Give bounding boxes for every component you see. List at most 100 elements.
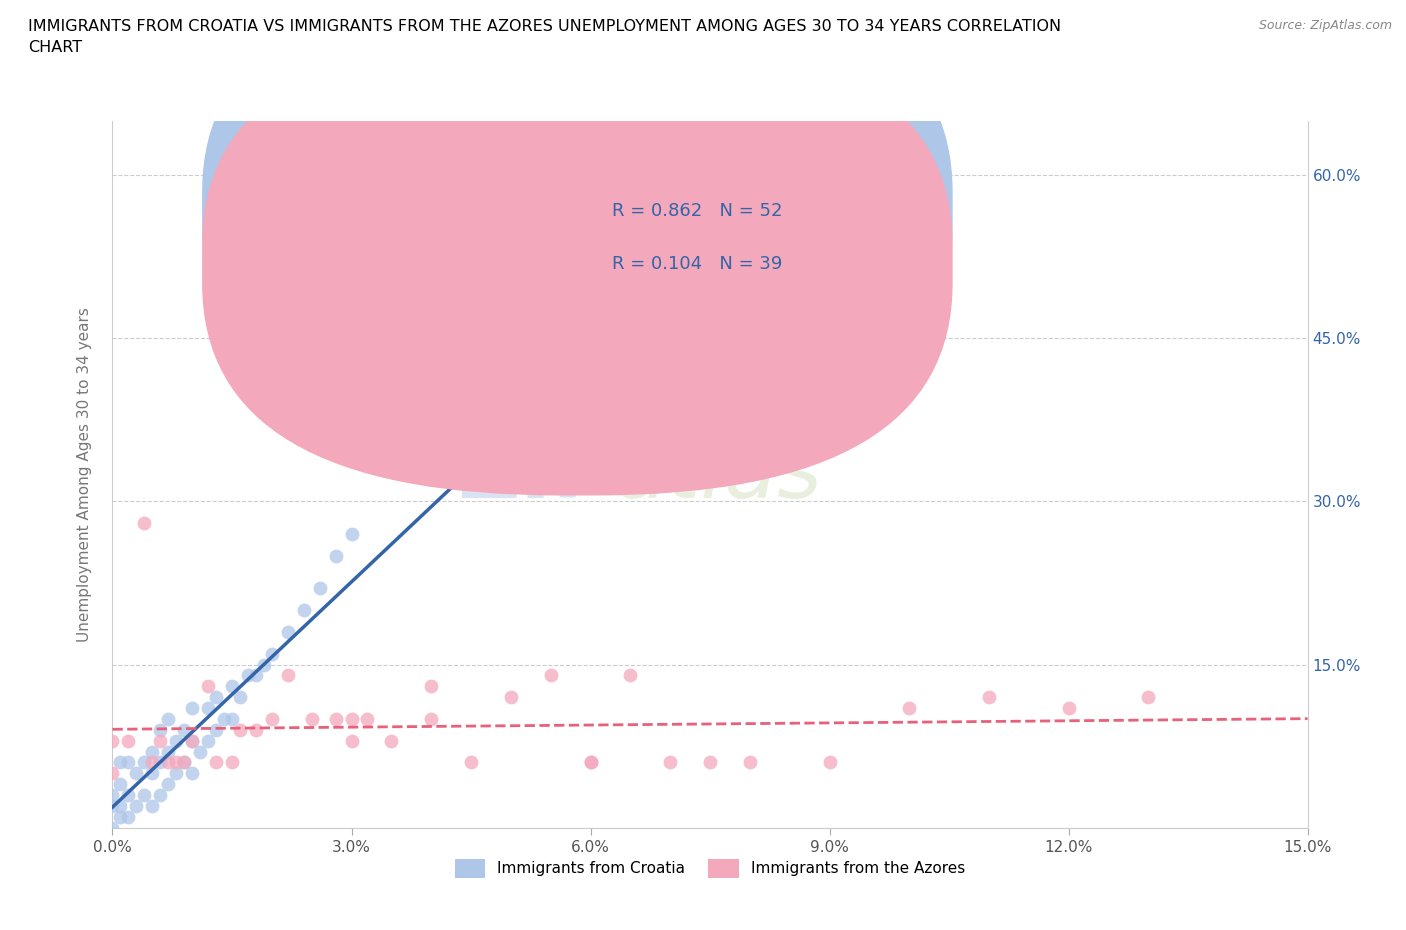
Point xyxy=(260,711,283,726)
Point xyxy=(579,755,602,770)
Point xyxy=(340,733,363,748)
Point xyxy=(188,744,211,759)
Point xyxy=(101,820,124,835)
Point xyxy=(181,733,204,748)
Text: R = 0.104   N = 39: R = 0.104 N = 39 xyxy=(612,255,782,273)
Point xyxy=(197,679,219,694)
Point xyxy=(173,755,195,770)
Point xyxy=(253,658,276,672)
Point xyxy=(236,668,259,683)
Point xyxy=(157,744,180,759)
Point xyxy=(110,799,132,814)
Point xyxy=(110,809,132,824)
Point xyxy=(157,711,180,726)
Point xyxy=(134,755,156,770)
Point xyxy=(165,766,187,781)
Point xyxy=(325,711,347,726)
Point xyxy=(540,668,562,683)
Point xyxy=(141,744,163,759)
Point xyxy=(117,733,139,748)
Legend: Immigrants from Croatia, Immigrants from the Azores: Immigrants from Croatia, Immigrants from… xyxy=(449,853,972,884)
Point xyxy=(125,766,148,781)
FancyBboxPatch shape xyxy=(202,33,953,496)
Point xyxy=(356,711,378,726)
Point xyxy=(699,755,721,770)
Point xyxy=(499,352,522,367)
Point xyxy=(340,711,363,726)
Point xyxy=(738,755,761,770)
Point xyxy=(181,766,204,781)
Point xyxy=(141,799,163,814)
Point xyxy=(898,700,921,715)
Point xyxy=(221,755,243,770)
Point xyxy=(134,788,156,803)
Point xyxy=(277,668,299,683)
Point xyxy=(110,777,132,791)
Point xyxy=(149,733,172,748)
Point xyxy=(173,723,195,737)
Point xyxy=(134,516,156,531)
Text: IMMIGRANTS FROM CROATIA VS IMMIGRANTS FROM THE AZORES UNEMPLOYMENT AMONG AGES 30: IMMIGRANTS FROM CROATIA VS IMMIGRANTS FR… xyxy=(28,19,1062,55)
Point xyxy=(292,603,315,618)
Point xyxy=(165,733,187,748)
Point xyxy=(101,799,124,814)
FancyBboxPatch shape xyxy=(537,170,872,301)
Point xyxy=(157,777,180,791)
Text: Source: ZipAtlas.com: Source: ZipAtlas.com xyxy=(1258,19,1392,32)
Point xyxy=(173,755,195,770)
Point xyxy=(212,711,235,726)
Point xyxy=(977,690,1000,705)
Point xyxy=(221,711,243,726)
Point xyxy=(779,146,801,161)
Point xyxy=(165,755,187,770)
Point xyxy=(460,755,482,770)
Point xyxy=(579,755,602,770)
Point xyxy=(181,700,204,715)
Point xyxy=(229,690,252,705)
Text: R = 0.862   N = 52: R = 0.862 N = 52 xyxy=(612,202,783,220)
Y-axis label: Unemployment Among Ages 30 to 34 years: Unemployment Among Ages 30 to 34 years xyxy=(77,307,91,642)
Point xyxy=(420,711,443,726)
Point xyxy=(277,625,299,640)
Point xyxy=(221,679,243,694)
Point xyxy=(197,700,219,715)
Point xyxy=(117,788,139,803)
Point xyxy=(205,755,228,770)
Point xyxy=(125,799,148,814)
Point xyxy=(245,668,267,683)
Point xyxy=(260,646,283,661)
Text: atlas: atlas xyxy=(614,432,823,516)
Point xyxy=(1057,700,1080,715)
Point xyxy=(181,733,204,748)
Point xyxy=(325,549,347,564)
Point xyxy=(340,526,363,541)
Point xyxy=(308,581,330,596)
Point xyxy=(157,755,180,770)
Point xyxy=(141,755,163,770)
Point xyxy=(149,788,172,803)
Point xyxy=(380,733,402,748)
Point xyxy=(245,723,267,737)
Point xyxy=(149,723,172,737)
Point xyxy=(101,733,124,748)
Point xyxy=(420,440,443,455)
Point xyxy=(110,755,132,770)
Point xyxy=(101,766,124,781)
Point xyxy=(499,690,522,705)
Point xyxy=(1137,690,1160,705)
FancyBboxPatch shape xyxy=(202,0,953,443)
Point xyxy=(149,755,172,770)
Point xyxy=(818,755,841,770)
Point xyxy=(420,679,443,694)
Point xyxy=(197,733,219,748)
Point xyxy=(117,755,139,770)
Point xyxy=(205,690,228,705)
Point xyxy=(659,407,682,422)
Point xyxy=(101,788,124,803)
Point xyxy=(229,723,252,737)
Point xyxy=(117,809,139,824)
Point xyxy=(141,766,163,781)
Point xyxy=(619,668,641,683)
Point xyxy=(301,711,323,726)
Text: ZIP: ZIP xyxy=(457,432,614,516)
